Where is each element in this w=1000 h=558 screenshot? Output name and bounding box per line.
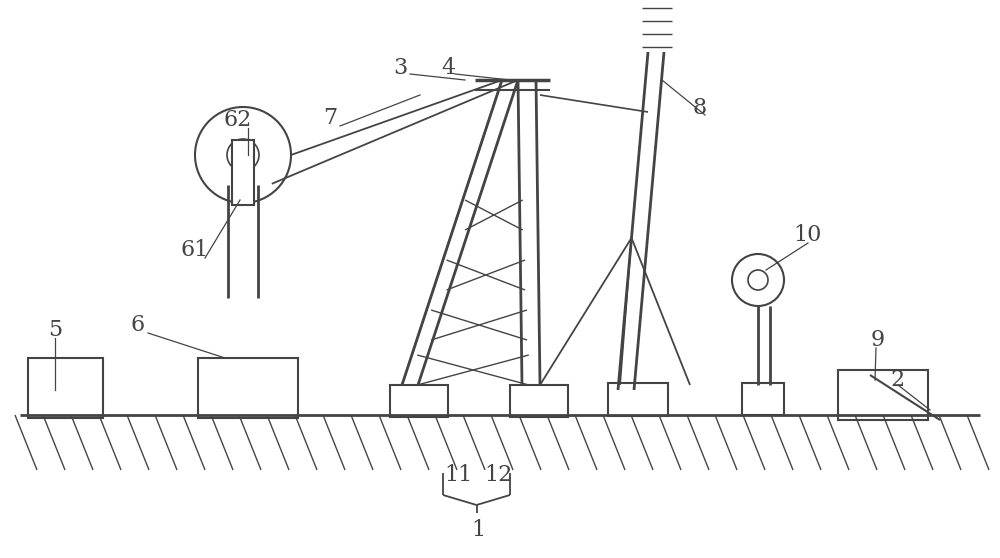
- Bar: [838, 370, 928, 420]
- Bar: [28, 358, 103, 418]
- Text: 7: 7: [323, 107, 337, 129]
- Text: 6: 6: [131, 314, 145, 336]
- Text: 4: 4: [441, 57, 455, 79]
- Text: 12: 12: [484, 464, 512, 486]
- Bar: [742, 383, 784, 415]
- Bar: [232, 140, 254, 205]
- Text: 5: 5: [48, 319, 62, 341]
- Text: 10: 10: [794, 224, 822, 246]
- Bar: [198, 358, 298, 418]
- Text: 9: 9: [871, 329, 885, 351]
- Text: 8: 8: [693, 97, 707, 119]
- Text: 62: 62: [224, 109, 252, 131]
- Text: 11: 11: [444, 464, 472, 486]
- Text: 61: 61: [181, 239, 209, 261]
- Bar: [608, 383, 668, 416]
- Text: 3: 3: [393, 57, 407, 79]
- Text: 2: 2: [891, 369, 905, 391]
- Bar: [510, 385, 568, 417]
- Bar: [390, 385, 448, 417]
- Text: 1: 1: [471, 519, 485, 541]
